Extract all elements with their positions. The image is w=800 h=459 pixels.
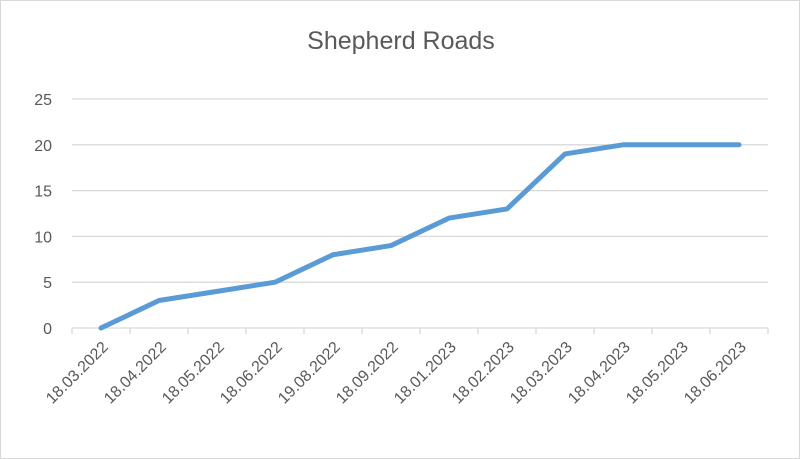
y-tick-label: 5 bbox=[43, 275, 52, 292]
y-tick-label: 0 bbox=[43, 321, 52, 338]
y-tick-label: 10 bbox=[34, 229, 52, 246]
chart-title: Shepherd Roads bbox=[307, 27, 495, 55]
x-tick-label: 18.06.2023 bbox=[681, 339, 750, 408]
y-tick-label: 25 bbox=[34, 92, 52, 109]
series-line bbox=[98, 142, 742, 331]
y-tick-label: 15 bbox=[34, 184, 52, 201]
y-tick-label: 20 bbox=[34, 138, 52, 155]
